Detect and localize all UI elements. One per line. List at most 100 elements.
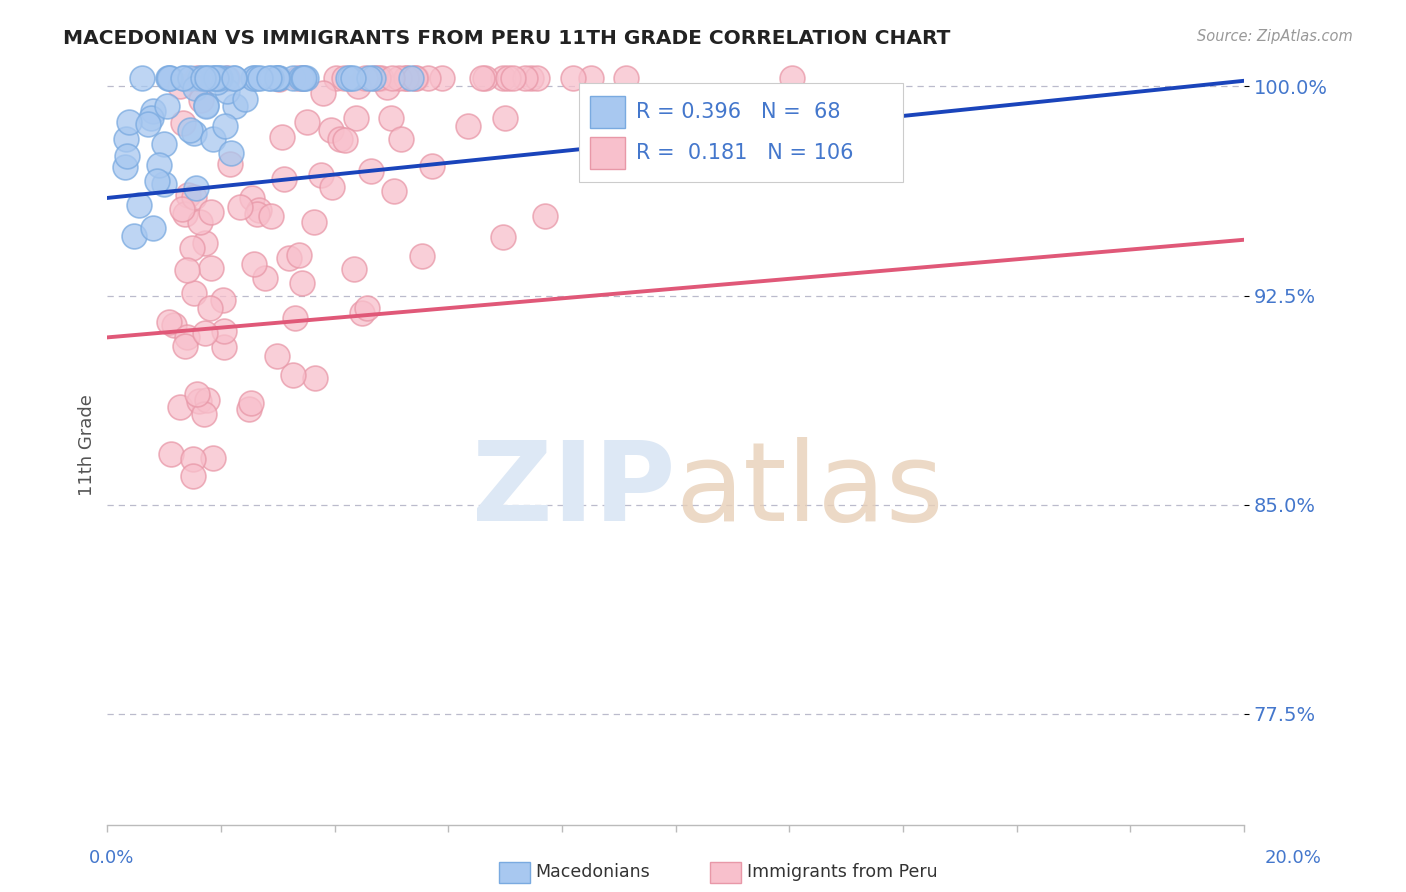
Point <box>405 70 427 85</box>
Point <box>157 70 180 85</box>
Point <box>169 400 191 414</box>
Point <box>283 70 305 85</box>
Point <box>359 70 381 85</box>
Point <box>325 70 347 85</box>
Point <box>184 180 207 194</box>
Point <box>245 207 267 221</box>
Point <box>170 202 193 216</box>
Point <box>183 126 205 140</box>
Point <box>208 70 231 85</box>
Point <box>217 70 239 85</box>
Point <box>204 70 226 85</box>
Point <box>183 285 205 300</box>
Point <box>212 340 235 354</box>
Point <box>312 86 335 100</box>
Point <box>242 70 264 85</box>
Point <box>474 70 496 85</box>
Point <box>157 70 180 85</box>
Point <box>212 293 235 308</box>
Point <box>118 115 141 129</box>
Point <box>579 70 602 85</box>
Point <box>266 70 288 85</box>
Point <box>186 70 208 85</box>
Point <box>267 72 290 87</box>
Point <box>278 251 301 265</box>
Point <box>179 70 201 85</box>
Point <box>122 228 145 243</box>
Point <box>153 177 176 191</box>
Point <box>177 188 200 202</box>
Point <box>302 215 325 229</box>
Text: 0.0%: 0.0% <box>89 849 134 867</box>
Point <box>780 70 803 85</box>
Point <box>287 248 309 262</box>
Point <box>229 200 252 214</box>
Point <box>389 132 412 146</box>
Point <box>195 70 218 85</box>
Point <box>292 70 315 85</box>
Point <box>188 215 211 229</box>
Point <box>492 230 515 244</box>
Point <box>533 209 555 223</box>
Point <box>291 277 314 291</box>
Point <box>217 85 239 99</box>
Point <box>496 70 519 85</box>
Point <box>249 70 271 85</box>
Point <box>259 70 281 85</box>
Point <box>471 70 494 85</box>
Point <box>399 70 422 85</box>
Point <box>356 301 378 315</box>
Point <box>291 70 314 85</box>
Point <box>339 70 361 85</box>
Point <box>179 122 201 136</box>
Point <box>176 262 198 277</box>
Point <box>193 407 215 421</box>
Point <box>202 70 225 85</box>
Y-axis label: 11th Grade: 11th Grade <box>79 394 96 496</box>
Point <box>194 326 217 340</box>
Point <box>344 112 367 126</box>
Point <box>361 70 384 85</box>
Point <box>411 249 433 263</box>
Point <box>353 70 375 85</box>
Point <box>420 159 443 173</box>
Point <box>202 70 225 85</box>
Point <box>215 70 238 85</box>
Point <box>382 184 405 198</box>
FancyBboxPatch shape <box>591 96 624 128</box>
Point <box>332 70 354 85</box>
Point <box>367 70 389 85</box>
Point <box>416 70 439 85</box>
Text: R =  0.181   N = 106: R = 0.181 N = 106 <box>636 143 853 163</box>
Point <box>309 168 332 182</box>
Point <box>242 257 264 271</box>
Point <box>267 70 290 85</box>
Point <box>222 70 245 85</box>
Point <box>176 330 198 344</box>
Point <box>173 207 195 221</box>
Point <box>193 70 215 85</box>
Point <box>240 191 263 205</box>
Point <box>337 70 360 85</box>
Point <box>222 70 245 85</box>
Point <box>343 261 366 276</box>
Point <box>375 79 398 94</box>
Point <box>181 451 204 466</box>
Point <box>295 115 318 129</box>
Point <box>209 70 232 85</box>
Point <box>247 203 270 218</box>
Point <box>114 160 136 174</box>
Point <box>253 271 276 285</box>
Point <box>131 70 153 85</box>
Point <box>243 70 266 85</box>
Point <box>214 120 236 134</box>
Point <box>184 80 207 95</box>
Point <box>346 79 368 94</box>
Point <box>370 70 392 85</box>
Point <box>136 117 159 131</box>
Point <box>188 70 211 85</box>
Point <box>561 70 583 85</box>
Point <box>273 172 295 186</box>
Point <box>304 371 326 385</box>
Point <box>156 99 179 113</box>
